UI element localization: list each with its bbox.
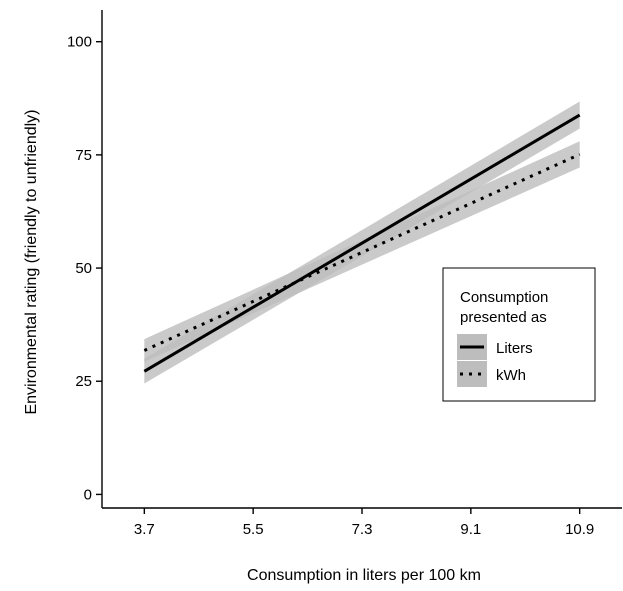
y-tick-label: 50 bbox=[75, 260, 92, 277]
x-tick-label: 3.7 bbox=[134, 521, 155, 538]
y-axis-title: Environmental rating (friendly to unfrie… bbox=[23, 109, 40, 414]
line-liters bbox=[143, 113, 581, 373]
y-tick-label: 100 bbox=[67, 34, 92, 51]
y-tick-label: 75 bbox=[75, 147, 92, 164]
y-tick-label: 0 bbox=[84, 486, 92, 503]
x-tick-label: 5.5 bbox=[243, 521, 264, 538]
legend-title-line-1: Consumption bbox=[460, 289, 548, 306]
y-ticks: 0 25 50 75 100 bbox=[67, 34, 102, 503]
x-ticks: 3.7 5.5 7.3 9.1 10.9 bbox=[134, 508, 594, 538]
legend: Consumption presented as Liters kWh bbox=[442, 267, 596, 402]
x-tick-label: 7.3 bbox=[352, 521, 373, 538]
x-axis-title: Consumption in liters per 100 km bbox=[247, 567, 481, 584]
x-tick-label: 10.9 bbox=[565, 521, 594, 538]
legend-label-kwh: kWh bbox=[496, 367, 526, 384]
legend-title-line-2: presented as bbox=[460, 309, 547, 326]
line-kwh bbox=[143, 153, 581, 352]
y-tick-label: 25 bbox=[75, 373, 92, 390]
x-tick-label: 9.1 bbox=[460, 521, 481, 538]
legend-label-liters: Liters bbox=[496, 340, 533, 357]
series-lines bbox=[143, 113, 581, 373]
